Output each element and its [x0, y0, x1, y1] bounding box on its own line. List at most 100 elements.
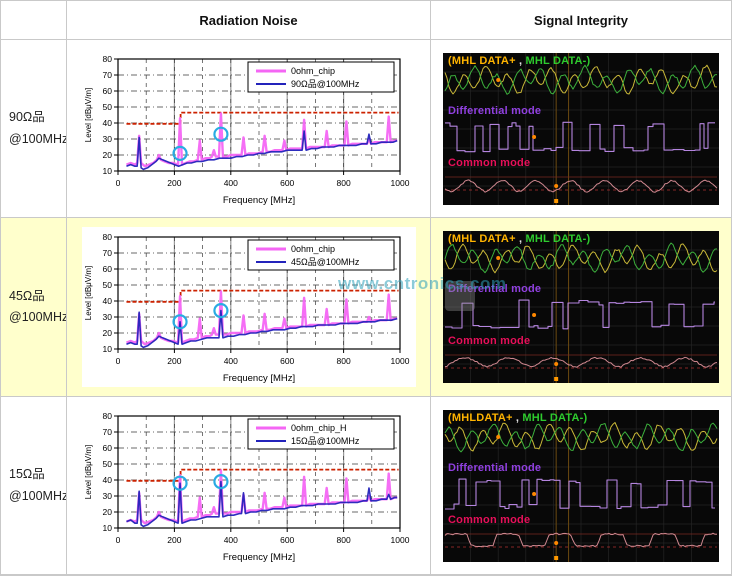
svg-text:10: 10	[102, 523, 112, 533]
svg-text:50: 50	[102, 280, 112, 290]
differential-mode-label: Differential mode	[448, 104, 542, 117]
svg-text:70: 70	[102, 70, 112, 80]
svg-text:80: 80	[102, 411, 112, 421]
scope-cell-15ohm: (MHLDATA+ , MHL DATA-) Differential mode…	[431, 397, 731, 575]
svg-text:Level [dBμV/m]: Level [dBμV/m]	[84, 444, 93, 498]
scope-waveforms	[443, 409, 719, 562]
frequency-label: @100MHz	[9, 310, 67, 324]
mhl-data-label: (MHL DATA+ , MHL DATA-)	[448, 54, 591, 67]
header-signal-integrity: Signal Integrity	[431, 1, 731, 40]
svg-text:10: 10	[102, 344, 112, 354]
svg-text:Frequency [MHz]: Frequency [MHz]	[222, 373, 294, 384]
svg-text:0: 0	[115, 356, 120, 366]
scope-waveforms	[443, 52, 719, 205]
mhl-data-minus-label: MHL DATA-)	[525, 54, 591, 67]
svg-text:60: 60	[102, 443, 112, 453]
svg-text:400: 400	[223, 535, 237, 545]
impedance-label: 15Ω品	[9, 467, 45, 482]
svg-text:20: 20	[102, 328, 112, 338]
svg-text:600: 600	[280, 535, 294, 545]
svg-text:Frequency [MHz]: Frequency [MHz]	[222, 195, 294, 206]
svg-text:200: 200	[167, 356, 181, 366]
svg-text:70: 70	[102, 427, 112, 437]
radiation-noise-chart-90ohm: 0 200 400 600 800 1000 10 20 30 40 50 60 70 80 Frequen…	[81, 48, 416, 209]
svg-text:15Ω品@100MHz: 15Ω品@100MHz	[291, 436, 360, 446]
svg-text:30: 30	[102, 491, 112, 501]
row-label-15ohm: 15Ω品 @100MHz	[1, 397, 67, 575]
radiation-noise-title: Radiation Noise	[199, 12, 298, 28]
row-label-90ohm: 90Ω品 @100MHz	[1, 40, 67, 218]
radiation-chart-cell-90ohm: 0 200 400 600 800 1000 10 20 30 40 50 60 70 80 Frequen…	[67, 40, 431, 218]
svg-text:Level [dBμV/m]: Level [dBμV/m]	[84, 266, 93, 320]
signal-integrity-title: Signal Integrity	[534, 12, 628, 28]
mhl-data-label: (MHL DATA+ , MHL DATA-)	[448, 233, 591, 245]
svg-text:40: 40	[102, 118, 112, 128]
header-empty-cell	[1, 1, 67, 40]
watermark-text: www.cntronics.com	[338, 274, 507, 293]
scope-cell-45ohm: (MHL DATA+ , MHL DATA-) Differential mod…	[431, 218, 731, 397]
common-mode-label: Common mode	[448, 156, 531, 169]
svg-text:0: 0	[115, 535, 120, 545]
svg-text:30: 30	[102, 134, 112, 144]
mhl-data-minus-label: MHL DATA-)	[525, 233, 591, 245]
impedance-label: 45Ω品	[9, 288, 45, 303]
oscilloscope-capture-90ohm: (MHL DATA+ , MHL DATA-) Differential mod…	[443, 52, 719, 205]
svg-text:0ohm_chip: 0ohm_chip	[291, 66, 335, 76]
row-label-45ohm: 45Ω品 @100MHz	[1, 218, 67, 397]
scope-waveforms	[443, 231, 719, 383]
svg-text:200: 200	[167, 535, 181, 545]
svg-text:400: 400	[223, 178, 237, 188]
svg-text:80: 80	[102, 54, 112, 64]
svg-text:10: 10	[102, 166, 112, 176]
watermark-logo-box	[445, 281, 475, 311]
common-mode-label: Common mode	[448, 335, 531, 347]
oscilloscope-capture-15ohm: (MHLDATA+ , MHL DATA-) Differential mode…	[443, 409, 719, 562]
header-radiation-noise: Radiation Noise	[67, 1, 431, 40]
svg-text:50: 50	[102, 102, 112, 112]
mhl-data-plus-label: (MHL DATA+	[448, 233, 516, 245]
svg-text:0ohm_chip_H: 0ohm_chip_H	[291, 423, 347, 433]
svg-text:200: 200	[167, 178, 181, 188]
svg-text:40: 40	[102, 296, 112, 306]
svg-text:600: 600	[280, 356, 294, 366]
svg-text:800: 800	[336, 356, 350, 366]
svg-text:20: 20	[102, 507, 112, 517]
svg-text:60: 60	[102, 86, 112, 96]
svg-text:Level [dBμV/m]: Level [dBμV/m]	[84, 87, 93, 141]
mhl-data-label: (MHLDATA+ , MHL DATA-)	[448, 411, 588, 424]
mhl-data-plus-label: (MHL DATA+	[448, 54, 516, 67]
mhl-data-plus-label: (MHLDATA+	[448, 411, 513, 424]
radiation-chart-cell-15ohm: 0 200 400 600 800 1000 10 20 30 40 50 60 70 80 Frequen…	[67, 397, 431, 575]
svg-text:0: 0	[115, 178, 120, 188]
svg-text:50: 50	[102, 459, 112, 469]
common-mode-label: Common mode	[448, 513, 531, 526]
frequency-label: @100MHz	[9, 131, 67, 146]
svg-text:Frequency [MHz]: Frequency [MHz]	[222, 552, 294, 563]
radiation-noise-chart-45ohm: 0 200 400 600 800 1000 10 20 30 40 50 60 70 80 Frequen…	[81, 227, 416, 387]
svg-text:90Ω品@100MHz: 90Ω品@100MHz	[291, 79, 360, 89]
svg-text:1000: 1000	[390, 178, 409, 188]
svg-text:80: 80	[102, 232, 112, 242]
svg-text:600: 600	[280, 178, 294, 188]
svg-text:70: 70	[102, 248, 112, 258]
svg-text:0ohm_chip: 0ohm_chip	[291, 244, 335, 254]
svg-text:800: 800	[336, 178, 350, 188]
svg-text:45Ω品@100MHz: 45Ω品@100MHz	[291, 257, 360, 267]
svg-text:30: 30	[102, 312, 112, 322]
svg-text:60: 60	[102, 264, 112, 274]
radiation-chart-cell-45ohm: 0 200 400 600 800 1000 10 20 30 40 50 60 70 80 Frequen…	[67, 218, 431, 397]
scope-cell-90ohm: (MHL DATA+ , MHL DATA-) Differential mod…	[431, 40, 731, 218]
svg-text:20: 20	[102, 150, 112, 160]
svg-text:800: 800	[336, 535, 350, 545]
svg-text:1000: 1000	[390, 356, 409, 366]
oscilloscope-capture-45ohm: (MHL DATA+ , MHL DATA-) Differential mod…	[443, 231, 719, 383]
frequency-label: @100MHz	[9, 488, 67, 503]
impedance-label: 90Ω品	[9, 110, 45, 125]
differential-mode-label: Differential mode	[448, 461, 542, 474]
radiation-noise-chart-15ohm: 0 200 400 600 800 1000 10 20 30 40 50 60 70 80 Frequen…	[81, 405, 416, 566]
mhl-data-minus-label: MHL DATA-)	[522, 411, 588, 424]
svg-text:400: 400	[223, 356, 237, 366]
svg-text:1000: 1000	[390, 535, 409, 545]
svg-text:40: 40	[102, 475, 112, 485]
